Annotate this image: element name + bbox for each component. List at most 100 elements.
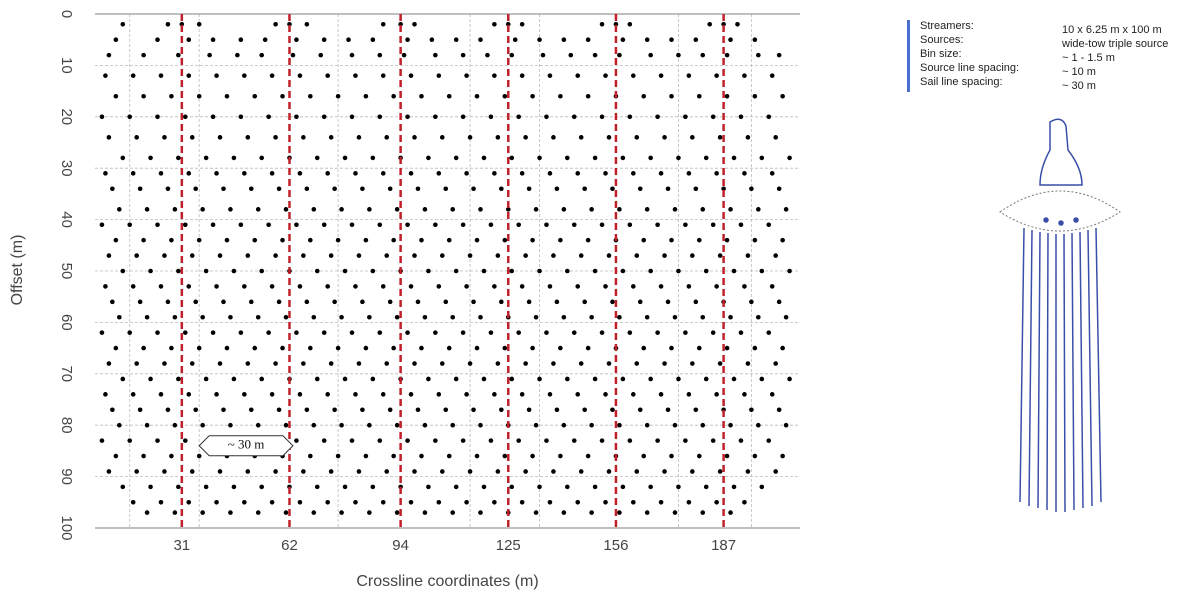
point — [776, 52, 782, 58]
point — [578, 361, 584, 366]
point — [255, 314, 261, 320]
point — [231, 155, 237, 161]
point — [599, 21, 605, 27]
point — [568, 52, 574, 58]
point — [603, 392, 608, 397]
point — [422, 510, 428, 515]
point — [627, 21, 633, 27]
point — [478, 422, 483, 428]
point — [176, 376, 181, 382]
point — [134, 469, 139, 474]
point — [766, 114, 772, 120]
point — [696, 453, 702, 459]
point — [117, 314, 122, 320]
point — [377, 52, 383, 58]
point — [137, 407, 143, 413]
point — [103, 284, 108, 289]
point — [228, 207, 233, 212]
point — [637, 407, 643, 413]
point — [773, 361, 778, 366]
point — [676, 52, 681, 58]
point — [519, 73, 525, 78]
point — [103, 171, 108, 176]
x-tick-label: 125 — [496, 537, 521, 554]
point — [530, 345, 535, 351]
point — [724, 93, 730, 99]
point — [255, 422, 261, 428]
point — [446, 453, 452, 459]
point — [113, 37, 119, 42]
point — [342, 376, 348, 382]
point — [203, 268, 209, 274]
point — [200, 314, 205, 320]
point — [325, 392, 330, 397]
point — [325, 73, 330, 78]
point — [276, 299, 282, 305]
point — [172, 422, 178, 428]
point — [669, 93, 674, 99]
point — [273, 135, 278, 140]
point — [165, 299, 171, 305]
point — [335, 237, 341, 243]
point — [321, 330, 327, 335]
point — [127, 222, 133, 228]
point — [155, 330, 160, 335]
point — [353, 171, 358, 176]
point — [280, 345, 285, 351]
point — [252, 237, 258, 243]
point — [196, 453, 202, 459]
point — [224, 237, 230, 243]
point — [703, 484, 709, 490]
point — [728, 37, 733, 42]
point — [658, 392, 664, 397]
point — [544, 222, 549, 228]
x-tick-label: 156 — [603, 537, 628, 554]
info-label: Sail line spacing: — [920, 76, 1003, 88]
point — [182, 330, 188, 335]
point — [144, 422, 150, 428]
point — [599, 222, 605, 228]
point — [419, 453, 424, 459]
point — [113, 237, 119, 243]
point — [787, 268, 792, 274]
point — [627, 330, 633, 335]
point — [780, 453, 785, 459]
point — [120, 21, 126, 27]
streamers — [1019, 227, 1102, 513]
point — [655, 330, 660, 335]
point — [530, 93, 535, 99]
point — [460, 52, 466, 58]
point — [217, 135, 223, 140]
point — [141, 93, 146, 99]
vessel-diagram — [999, 118, 1121, 513]
point — [328, 361, 334, 366]
point — [370, 376, 376, 382]
point — [224, 93, 230, 99]
point — [492, 500, 497, 505]
point — [408, 284, 414, 289]
point — [481, 155, 487, 161]
point — [353, 73, 358, 78]
point — [339, 207, 344, 212]
point — [387, 186, 393, 192]
point — [582, 407, 587, 413]
point — [99, 222, 105, 228]
point — [728, 314, 733, 320]
x-tick-label: 62 — [281, 537, 298, 554]
point — [509, 52, 515, 58]
point — [412, 469, 417, 474]
point — [488, 114, 494, 120]
point — [221, 407, 226, 413]
point — [631, 284, 636, 289]
point — [665, 186, 671, 192]
point — [488, 222, 494, 228]
point — [242, 392, 247, 397]
point — [280, 93, 285, 99]
y-tick-label: 80 — [58, 417, 75, 434]
point — [558, 345, 563, 351]
point — [700, 207, 706, 212]
point — [710, 114, 716, 120]
point — [492, 284, 497, 289]
point — [700, 510, 706, 515]
point — [776, 186, 782, 192]
